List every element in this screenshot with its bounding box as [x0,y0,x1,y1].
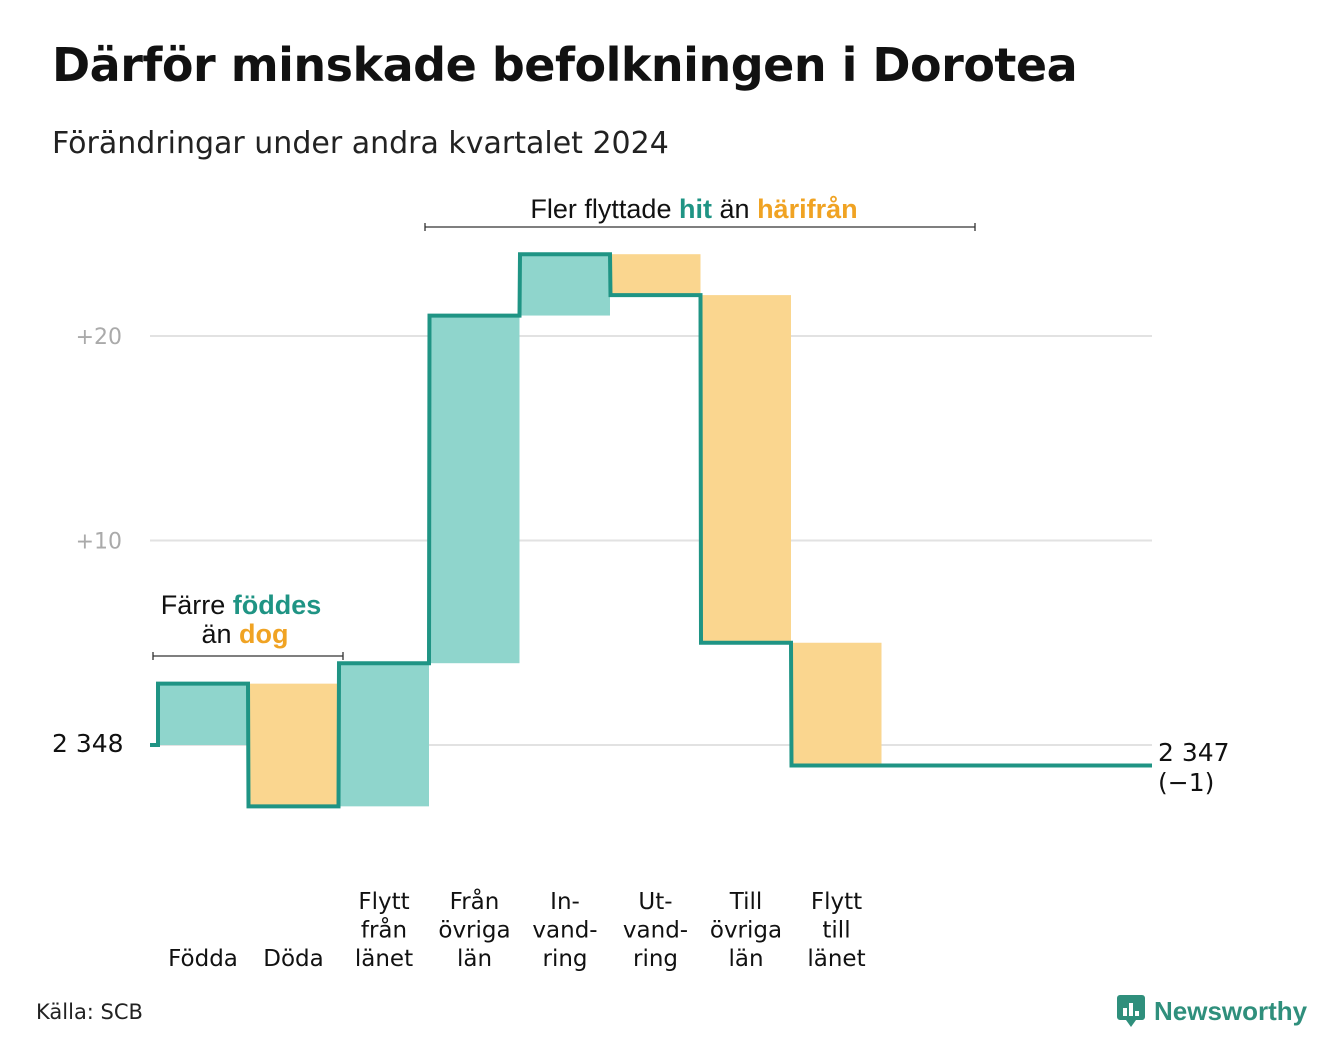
x-category-label: Flytt till länet [807,889,865,972]
move-annotation: Fler flyttade hit än härifrån [424,194,976,231]
start-value-label: 2 348 [52,729,124,758]
move-annotation-mid: än [720,194,750,224]
x-category-label: Ut-vand-ring [623,889,688,972]
source-note: Källa: SCB [36,1000,143,1024]
brand-name: Newsworthy [1154,995,1308,1026]
move-bracket [424,223,976,231]
birth-bracket [152,652,344,660]
x-category-label: Döda [263,946,323,972]
x-category-label: In-vand-ring [532,889,597,972]
chart-subtitle: Förändringar under andra kvartalet 2024 [52,126,669,161]
bar-flytt-till-länet [791,642,882,766]
newsworthy-logo-icon [1117,995,1145,1027]
end-change-label: (−1) [1158,768,1214,797]
birth-annotation: Färre föddes än dog [152,590,344,660]
birth-annotation-prefix: Färre [161,590,226,620]
y-tick-label: +20 [76,325,122,350]
birth-annotation-orange: dog [239,619,288,649]
bar-från-övriga-län [429,315,520,664]
cumulative-step-line [150,252,1152,809]
svg-text:Färre föddes: Färre föddes [161,590,322,620]
svg-text:än dog: än dog [201,619,288,649]
bar-till-övriga-län [701,295,791,643]
svg-text:Fler flyttade hit: Fler flyttade hit än härifrån [530,194,857,224]
chart-title: Därför minskade befolkningen i Dorotea [52,38,1078,92]
bar-in--vand--ring [520,254,610,316]
birth-annotation-teal: föddes [233,590,322,620]
end-value-label: 2 347 [1158,738,1230,767]
y-axis-labels: +10 +20 [76,325,122,555]
x-axis-labels: Födda Döda Flytt från länet Från övriga län In-v… [168,887,866,972]
x-category-label: Flytt från länet [355,889,413,972]
bar-födda [158,683,248,745]
x-category-label: Födda [168,946,238,972]
move-annotation-prefix: Fler flyttade [530,194,671,224]
bar-flytt-från-länet [339,663,429,807]
bar-döda [248,683,339,807]
y-tick-label: +10 [76,530,122,555]
brand-logo: Newsworthy [1116,994,1307,1028]
x-category-label: Till övriga län [710,889,782,972]
move-annotation-teal: hit [679,194,712,224]
birth-annotation-mid: än [201,619,231,649]
x-category-label: Från övriga län [438,887,510,972]
move-annotation-orange: härifrån [757,194,858,224]
bar-ut--vand--ring [610,254,701,296]
bars [158,254,882,807]
